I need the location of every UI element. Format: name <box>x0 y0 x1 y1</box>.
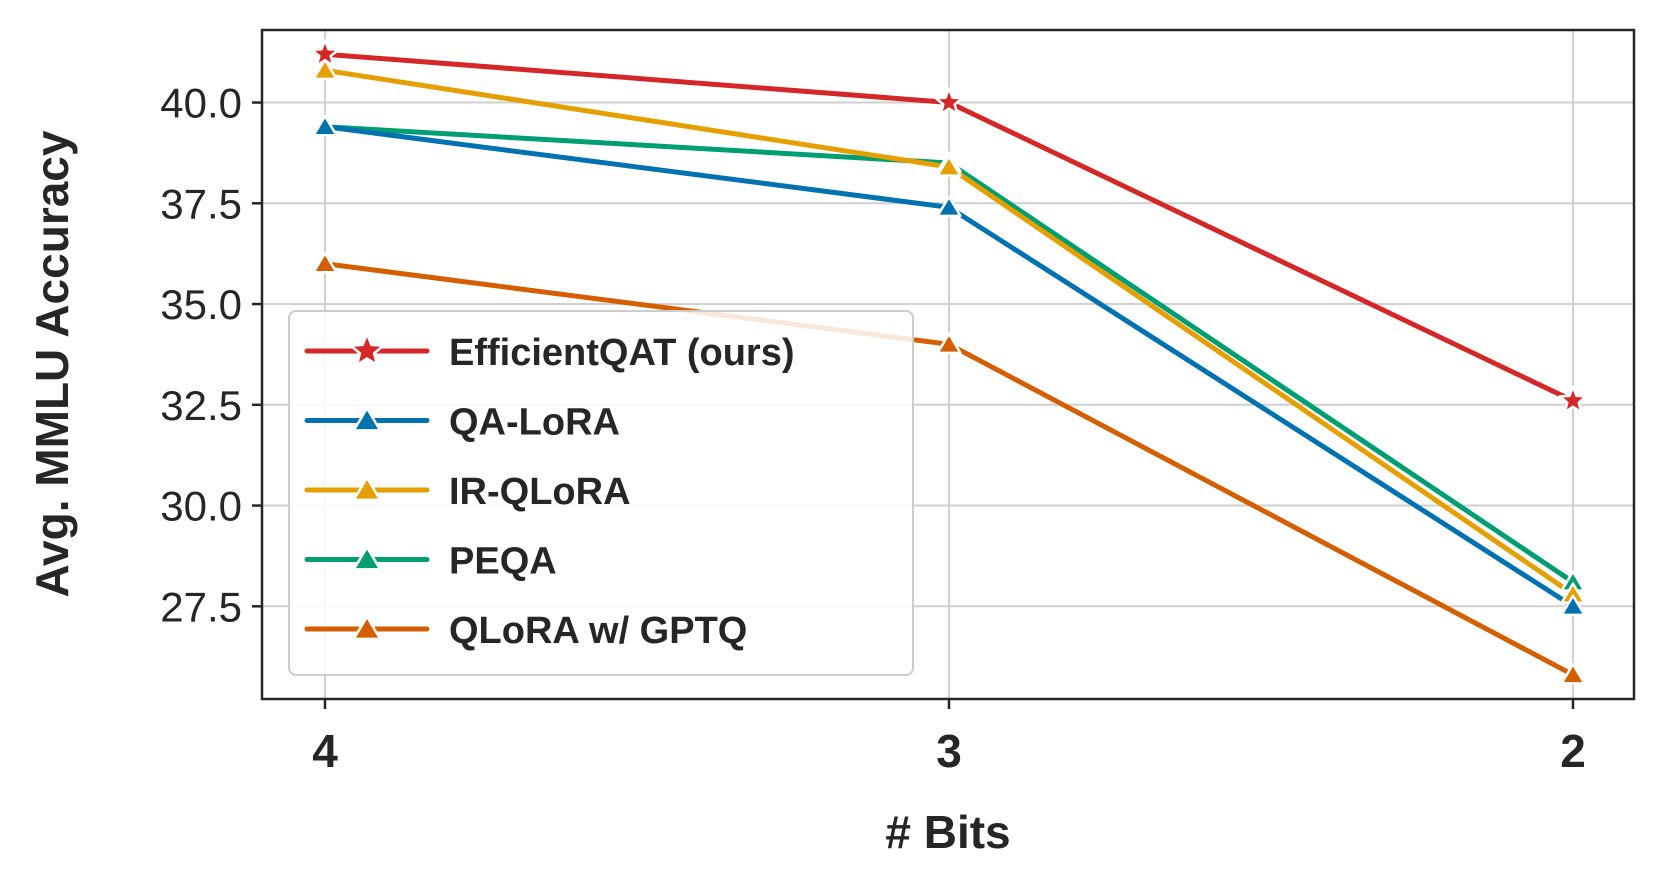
data-point <box>1560 594 1586 617</box>
data-point <box>936 195 962 218</box>
data-point <box>936 155 962 177</box>
y-tick-label: 35.0 <box>160 281 242 328</box>
data-point <box>312 251 338 274</box>
legend-marker <box>352 615 382 641</box>
x-ticks: 4 3 2 <box>312 699 1586 777</box>
y-tick-label: 37.5 <box>160 180 242 227</box>
legend-marker <box>352 476 382 502</box>
y-ticks: 27.5 30.0 32.5 35.0 37.5 40.0 <box>160 80 262 630</box>
legend-label: QA-LoRA <box>449 402 620 444</box>
x-axis-label: # Bits <box>885 806 1010 858</box>
data-point <box>1558 385 1588 414</box>
legend-marker <box>352 406 382 432</box>
legend: EfficientQAT (ours) QA-LoRA IR-QLoRA PEQA QL… <box>288 310 914 676</box>
x-tick-label: 4 <box>312 725 338 777</box>
legend-label: PEQA <box>449 541 557 583</box>
data-point <box>312 58 338 81</box>
legend-marker <box>349 332 385 367</box>
x-tick-label: 3 <box>936 725 962 777</box>
data-point <box>934 87 964 116</box>
y-tick-label: 30.0 <box>160 483 242 530</box>
x-tick-label: 2 <box>1560 725 1586 777</box>
y-tick-label: 27.5 <box>160 583 242 630</box>
data-point <box>1560 662 1586 685</box>
plot-frame <box>260 28 1636 701</box>
y-axis-label: Avg. MMLU Accuracy <box>26 130 78 597</box>
data-point <box>936 332 962 355</box>
series-markers <box>310 38 1588 685</box>
legend-label: QLoRA w/ GPTQ <box>449 610 747 652</box>
legend-marker <box>352 545 382 571</box>
y-tick-label: 32.5 <box>160 382 242 429</box>
data-point <box>310 38 340 67</box>
data-point <box>312 114 338 137</box>
legend-label: EfficientQAT (ours) <box>449 332 795 374</box>
legend-box <box>288 310 914 676</box>
y-tick-label: 40.0 <box>160 80 242 127</box>
legend-label: IR-QLoRA <box>449 471 631 513</box>
